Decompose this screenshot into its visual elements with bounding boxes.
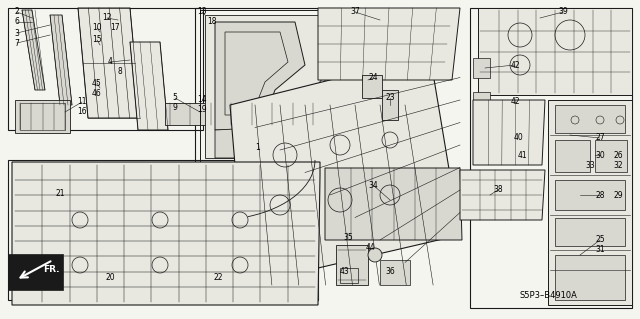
Text: 32: 32 (613, 160, 623, 169)
Text: 42: 42 (510, 61, 520, 70)
Text: 16: 16 (77, 108, 87, 116)
Text: 21: 21 (55, 189, 65, 197)
Text: 31: 31 (595, 246, 605, 255)
Text: 34: 34 (368, 181, 378, 189)
Text: 35: 35 (343, 233, 353, 241)
Text: 28: 28 (595, 190, 605, 199)
Bar (555, 140, 590, 172)
Bar (555, 255, 625, 300)
Text: 44: 44 (365, 243, 375, 253)
Polygon shape (340, 268, 358, 283)
Polygon shape (215, 75, 325, 158)
Text: 30: 30 (595, 151, 605, 160)
Text: 19: 19 (197, 106, 207, 115)
Text: 10: 10 (92, 24, 102, 33)
Text: 20: 20 (105, 273, 115, 283)
Text: 39: 39 (558, 8, 568, 17)
Text: 27: 27 (595, 133, 605, 143)
Text: 37: 37 (350, 8, 360, 17)
Polygon shape (362, 75, 382, 98)
Polygon shape (230, 55, 460, 285)
Text: 6: 6 (15, 18, 19, 26)
Polygon shape (50, 15, 72, 105)
Text: FR.: FR. (43, 265, 60, 275)
Text: 36: 36 (385, 268, 395, 277)
Polygon shape (165, 103, 318, 125)
Text: 2: 2 (15, 8, 19, 17)
Polygon shape (460, 170, 545, 220)
Text: 11: 11 (77, 98, 87, 107)
Polygon shape (15, 100, 70, 133)
Bar (195, 8, 340, 168)
Text: 42: 42 (510, 98, 520, 107)
Text: 8: 8 (118, 68, 122, 77)
Polygon shape (380, 260, 410, 285)
Text: 22: 22 (213, 273, 223, 283)
Polygon shape (325, 168, 462, 240)
Text: 41: 41 (517, 151, 527, 160)
Text: 25: 25 (595, 235, 605, 244)
Text: 43: 43 (340, 268, 350, 277)
Text: 5: 5 (173, 93, 177, 102)
Text: 17: 17 (110, 24, 120, 33)
Polygon shape (548, 100, 632, 305)
Text: 1: 1 (255, 144, 260, 152)
Text: 12: 12 (102, 13, 112, 23)
Bar (8, 160, 318, 300)
Polygon shape (382, 90, 398, 120)
Polygon shape (215, 22, 305, 130)
Bar (555, 218, 625, 246)
Text: 24: 24 (368, 73, 378, 83)
Text: 45: 45 (92, 78, 102, 87)
Circle shape (368, 248, 382, 262)
Bar (470, 8, 632, 308)
Bar (555, 180, 625, 210)
Text: 4: 4 (108, 57, 113, 66)
Polygon shape (473, 92, 490, 112)
Bar (595, 140, 627, 172)
Text: 18: 18 (207, 18, 217, 26)
Text: 33: 33 (585, 160, 595, 169)
Text: 40: 40 (513, 133, 523, 143)
Polygon shape (336, 245, 368, 285)
Polygon shape (205, 15, 330, 158)
Text: 15: 15 (92, 35, 102, 44)
Text: 26: 26 (613, 151, 623, 160)
Polygon shape (22, 10, 45, 90)
Polygon shape (478, 8, 632, 95)
Text: 14: 14 (197, 95, 207, 105)
Polygon shape (473, 58, 490, 78)
Text: 46: 46 (92, 88, 102, 98)
Polygon shape (130, 42, 168, 130)
Polygon shape (473, 100, 545, 165)
Text: 13: 13 (197, 8, 207, 17)
Text: 9: 9 (173, 103, 177, 113)
Bar (555, 105, 625, 133)
Polygon shape (318, 8, 460, 80)
Text: 7: 7 (15, 39, 19, 48)
Text: 29: 29 (613, 190, 623, 199)
FancyBboxPatch shape (8, 254, 63, 290)
Text: 3: 3 (15, 28, 19, 38)
Polygon shape (12, 162, 320, 305)
Text: 38: 38 (493, 186, 503, 195)
Polygon shape (78, 8, 140, 118)
Bar (8, 8, 203, 130)
Text: 23: 23 (385, 93, 395, 102)
Text: S5P3–B4910A: S5P3–B4910A (519, 292, 577, 300)
